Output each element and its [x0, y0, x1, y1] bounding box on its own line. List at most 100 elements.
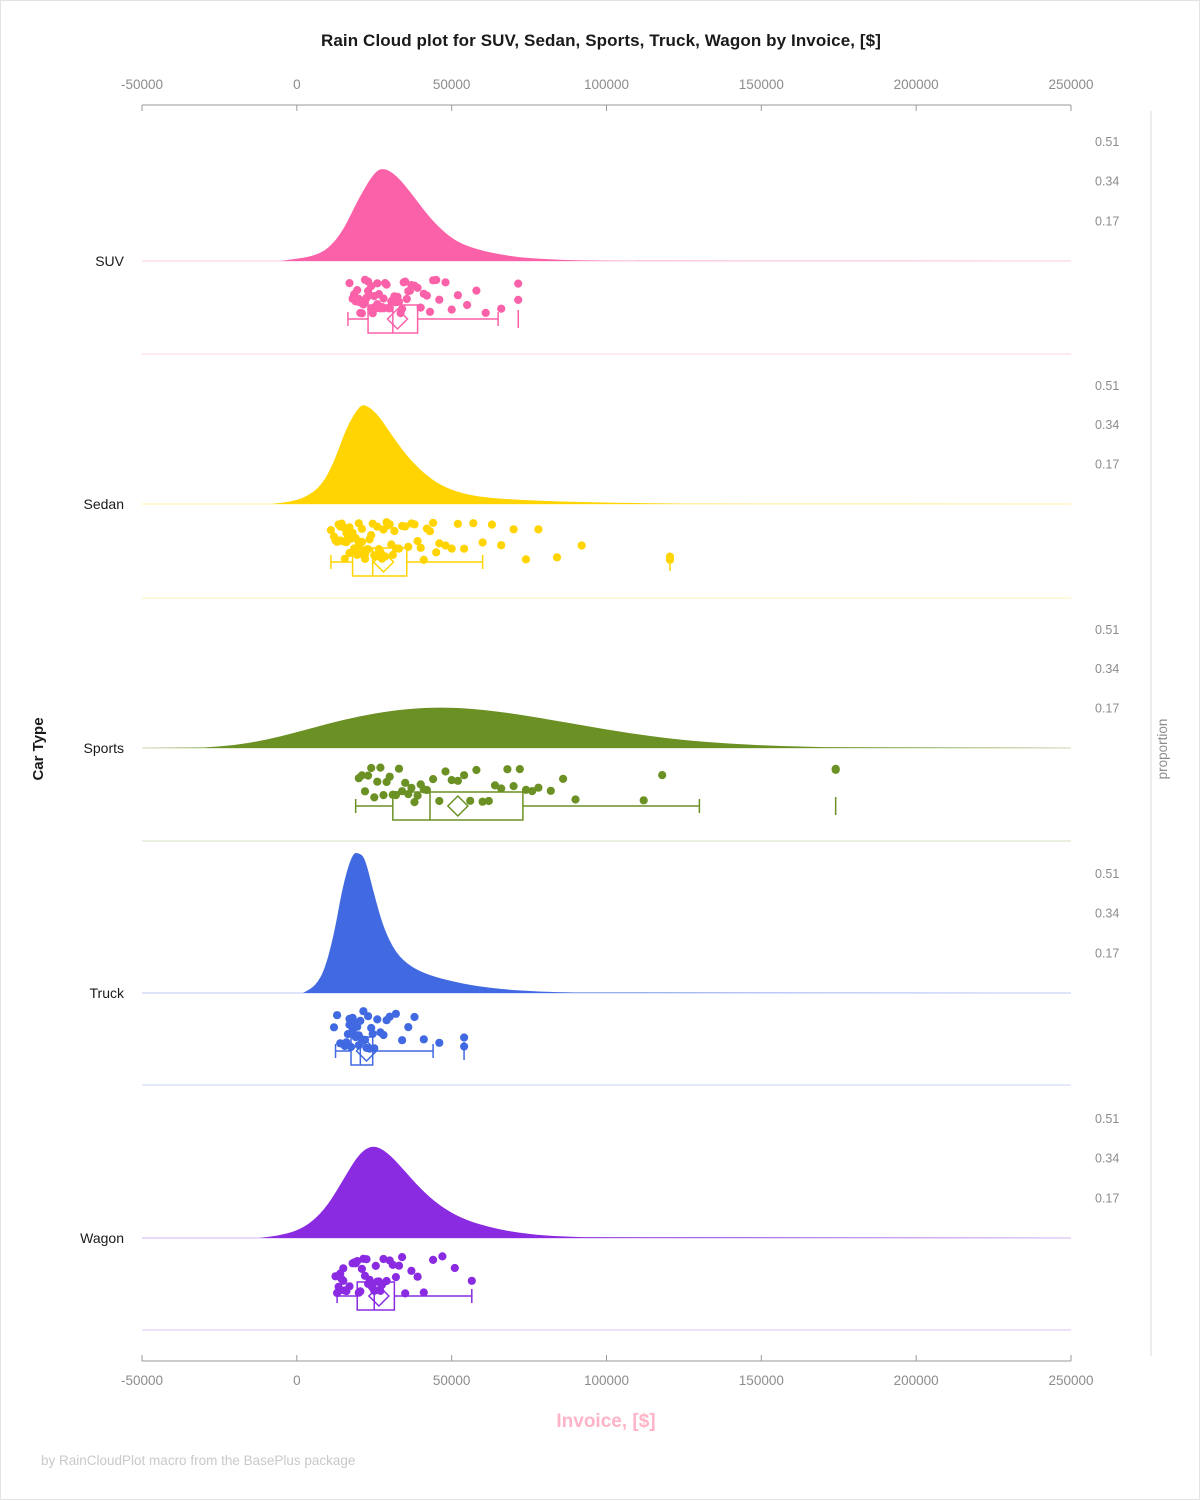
rain-dot — [364, 1012, 373, 1021]
rain-dot — [497, 784, 506, 793]
rain-dot — [559, 774, 568, 784]
rain-dot — [435, 539, 444, 548]
rain-dot — [472, 286, 481, 295]
rain-dot — [831, 765, 840, 774]
rain-dot — [373, 1015, 382, 1024]
x-tick-label: 150000 — [739, 1373, 784, 1388]
category-label-sedan: Sedan — [84, 496, 124, 512]
rain-dot — [534, 525, 543, 534]
proportion-tick-label: 0.51 — [1095, 1112, 1119, 1126]
box-iqr — [392, 791, 524, 821]
rain-dots — [345, 275, 523, 318]
density-cloud — [142, 1146, 1071, 1238]
rain-dot — [353, 286, 362, 295]
rain-dot — [388, 550, 397, 560]
rain-dot — [487, 520, 496, 529]
rain-dot — [353, 1257, 362, 1266]
rain-dot — [367, 763, 376, 773]
rain-dot — [460, 771, 469, 780]
rain-dot — [385, 520, 394, 529]
rain-dot — [429, 775, 438, 784]
rain-dot — [360, 554, 370, 564]
x-tick-label: 50000 — [433, 77, 471, 92]
panel-wagon: Wagon 0.17 0.34 0.51 — [80, 1112, 1119, 1331]
box-plot — [354, 791, 837, 821]
rain-dot — [373, 777, 382, 786]
rain-dot — [447, 544, 456, 553]
rain-dot — [367, 282, 376, 291]
panel-truck: Truck 0.17 0.34 0.51 — [90, 853, 1119, 1086]
rain-dot — [401, 277, 410, 286]
rain-dot — [413, 537, 422, 546]
rain-dot — [385, 772, 394, 781]
rain-dot — [453, 519, 462, 528]
rain-dot — [340, 554, 349, 563]
rain-dot — [463, 300, 472, 310]
density-cloud — [142, 853, 1071, 993]
x-tick-label: 200000 — [894, 77, 939, 92]
rain-dot — [413, 1272, 422, 1281]
rain-dot — [391, 1273, 400, 1282]
rain-dot — [410, 798, 419, 807]
rain-dot — [360, 787, 370, 796]
right-axis-title: proportion — [1155, 719, 1170, 780]
rain-dot — [398, 787, 407, 796]
rain-dot — [577, 541, 586, 550]
rain-dot — [438, 1252, 447, 1261]
rain-dot — [329, 1023, 339, 1032]
proportion-tick-label: 0.51 — [1095, 135, 1119, 149]
rain-dot — [379, 1030, 388, 1040]
rain-dot — [357, 1264, 366, 1273]
proportion-tick-label: 0.17 — [1095, 946, 1119, 960]
rain-dot — [364, 771, 373, 780]
rain-dot — [398, 1253, 407, 1262]
rain-dot — [453, 776, 462, 785]
rain-dot — [381, 552, 390, 561]
x-tick-label: 0 — [293, 77, 301, 92]
proportion-tick-label: 0.17 — [1095, 214, 1119, 228]
rain-dot — [432, 275, 441, 285]
rain-dot — [394, 297, 404, 306]
rain-dot — [404, 1023, 413, 1032]
box-iqr — [356, 1281, 396, 1311]
mean-diamond — [367, 1284, 390, 1308]
mean-diamond — [355, 1039, 378, 1063]
rain-dot — [571, 795, 580, 804]
rain-dot — [497, 541, 506, 550]
x-tick-label: -50000 — [121, 77, 163, 92]
rain-dot — [416, 543, 425, 552]
rain-dot — [339, 1264, 348, 1273]
panel-suv: SUV 0.17 0.34 0.51 — [95, 135, 1119, 355]
proportion-tick-label: 0.51 — [1095, 379, 1119, 393]
rain-dot — [326, 526, 335, 535]
rain-dot — [481, 308, 490, 317]
rain-dot — [639, 796, 648, 805]
category-label-suv: SUV — [95, 253, 124, 269]
rain-dot — [514, 295, 523, 304]
rain-dot — [503, 765, 512, 774]
rain-dot — [419, 1035, 428, 1044]
density-cloud — [142, 405, 1071, 504]
rain-dot — [368, 1029, 377, 1038]
category-label-truck: Truck — [90, 985, 125, 1001]
rain-dot — [435, 1038, 444, 1047]
rain-dot — [441, 278, 450, 287]
box-plot — [347, 304, 519, 334]
rain-dot — [514, 279, 523, 288]
x-tick-label: 0 — [293, 1373, 301, 1388]
rain-dot — [362, 1255, 371, 1264]
rain-dot — [376, 763, 385, 772]
x-tick-label: 250000 — [1048, 1373, 1093, 1388]
rain-dot — [658, 771, 667, 780]
rain-dot — [379, 791, 388, 800]
proportion-tick-label: 0.51 — [1095, 867, 1119, 881]
rain-dot — [339, 1276, 348, 1285]
proportion-tick-label: 0.34 — [1095, 662, 1119, 676]
proportion-tick-label: 0.17 — [1095, 1191, 1119, 1205]
rain-dot — [490, 781, 500, 790]
x-tick-label: 200000 — [894, 1373, 939, 1388]
rain-dot — [425, 527, 435, 536]
rain-dot — [447, 305, 456, 314]
page-title: Rain Cloud plot for SUV, Sedan, Sports, … — [321, 31, 881, 50]
rain-dot — [429, 1255, 438, 1264]
